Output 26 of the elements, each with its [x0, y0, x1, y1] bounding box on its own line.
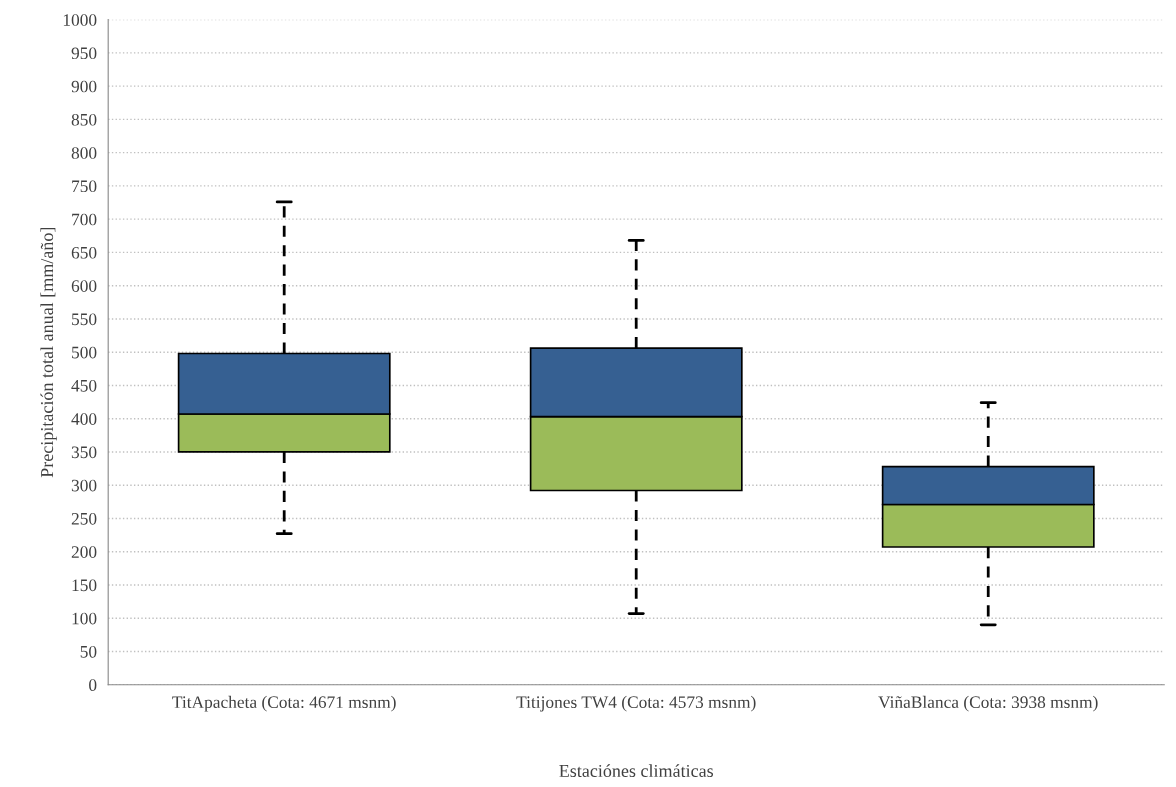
- y-tick-label: 950: [71, 47, 97, 60]
- y-tick-label: 300: [71, 479, 97, 492]
- y-tick-label: 650: [71, 246, 97, 259]
- y-tick-label: 200: [71, 546, 97, 558]
- y-tick-label: 600: [71, 280, 97, 292]
- y-tick-label: 100: [72, 612, 97, 625]
- y-tick-label: 550: [72, 313, 97, 326]
- y-tick-label: 250: [71, 512, 97, 525]
- y-tick-label: 350: [71, 446, 97, 459]
- y-tick-label: 800: [71, 147, 97, 159]
- y-tick-label: 750: [72, 180, 97, 193]
- y-tick-label: 500: [72, 346, 97, 359]
- y-tick-label: 150: [72, 579, 97, 592]
- x-tick-label: ViñaBlanca (Cota: 3938 msnm): [878, 695, 1098, 712]
- y-tick-label: 1000: [63, 14, 97, 26]
- y-axis-title: Precipitación total anual [mm/año]: [40, 227, 57, 478]
- y-tick-label: 850: [71, 113, 97, 126]
- y-tick-label: 0: [89, 679, 97, 691]
- y-tick-label: 50: [80, 645, 97, 658]
- x-axis-title: Estaciónes climáticas: [559, 764, 714, 778]
- y-tick-label: 450: [71, 379, 97, 392]
- x-tick-label: TitApacheta (Cota: 4671 msnm): [172, 695, 396, 712]
- y-tick-label: 900: [71, 80, 97, 93]
- x-tick-label: Titijones TW4 (Cota: 4573 msnm): [516, 695, 756, 712]
- y-tick-label: 400: [71, 413, 97, 425]
- y-tick-label: 700: [72, 213, 97, 226]
